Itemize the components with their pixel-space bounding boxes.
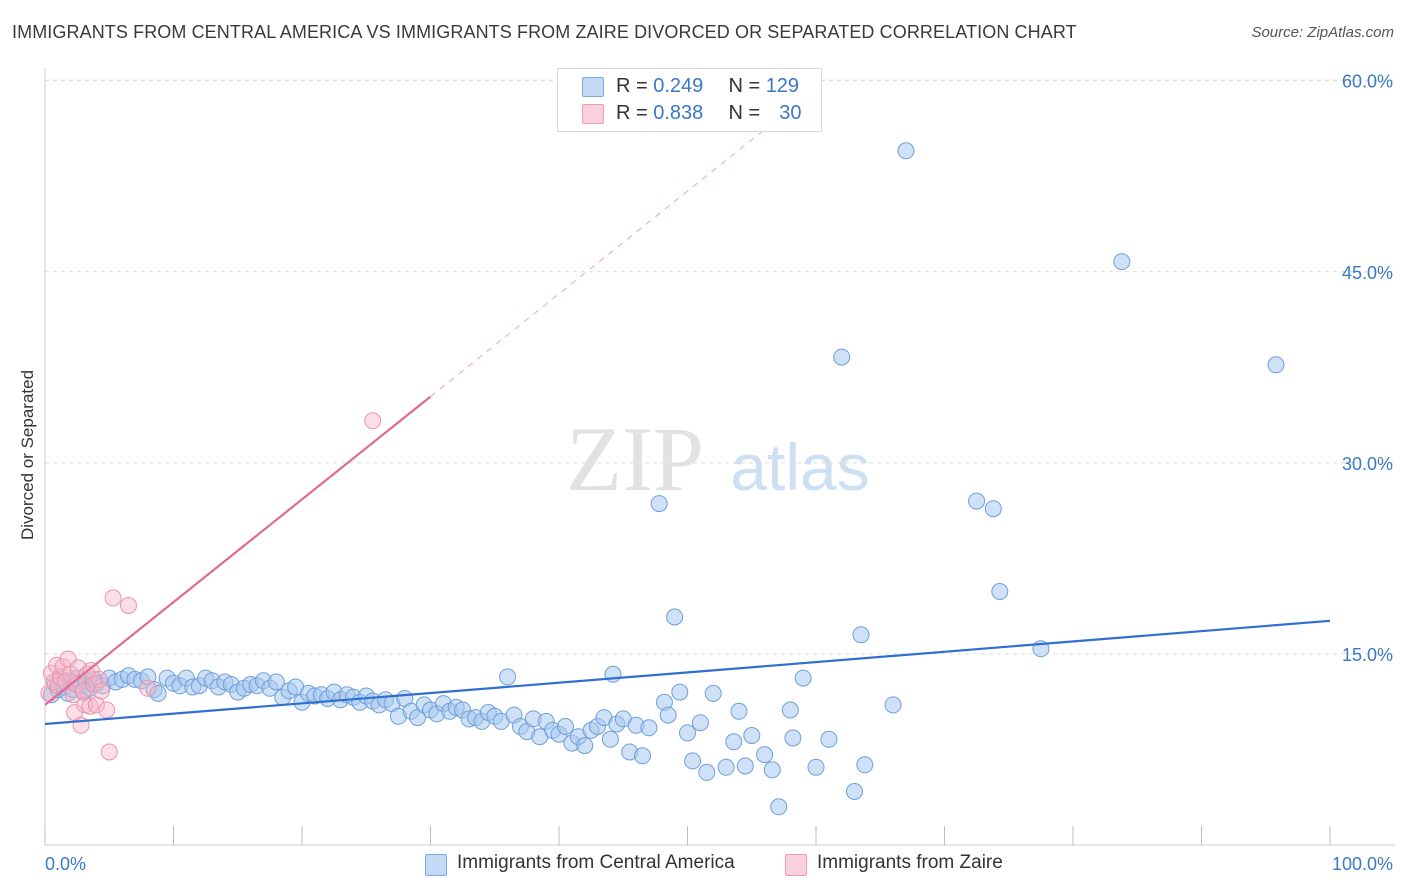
stats-n-label: N = xyxy=(728,102,761,124)
data-point-zaire xyxy=(139,679,157,697)
data-point-central-america xyxy=(601,730,619,748)
data-point-central-america xyxy=(704,684,722,702)
chart-legend: Immigrants from Central America Immigran… xyxy=(0,850,1406,880)
legend-label: Immigrants from Central America xyxy=(457,852,735,873)
data-point-central-america xyxy=(781,701,799,719)
watermark-atlas: atlas xyxy=(730,430,869,504)
y-tick-label: 30.0% xyxy=(1342,454,1393,474)
data-point-central-america xyxy=(756,746,774,764)
data-point-central-america xyxy=(717,758,735,776)
data-point-central-america xyxy=(884,696,902,714)
data-point-central-america xyxy=(267,673,285,691)
data-point-central-america xyxy=(852,626,870,644)
data-point-central-america xyxy=(968,492,986,510)
source-label: Source: ZipAtlas.com xyxy=(1251,24,1394,41)
data-point-zaire xyxy=(75,682,92,700)
data-point-central-america xyxy=(149,684,167,702)
data-point-central-america xyxy=(671,683,689,701)
grid-layer xyxy=(45,79,1395,655)
trend-layer xyxy=(44,87,1331,726)
data-point-central-america xyxy=(1267,356,1285,374)
trendline-central-america xyxy=(44,619,1331,726)
stats-r-label: R = xyxy=(616,102,648,124)
data-point-zaire xyxy=(81,697,99,715)
data-point-central-america xyxy=(846,783,863,800)
data-point-central-america xyxy=(691,714,709,732)
data-point-central-america xyxy=(820,730,838,748)
tick-label-layer: 15.0% 30.0% 45.0% 60.0% 0.0% 100.0% xyxy=(45,72,1393,874)
data-point-central-america xyxy=(833,348,851,366)
data-point-central-america xyxy=(991,583,1009,600)
data-point-central-america xyxy=(684,752,702,770)
data-point-zaire xyxy=(64,686,82,704)
data-point-central-america xyxy=(698,763,716,781)
data-point-zaire xyxy=(100,743,118,761)
data-point-central-america xyxy=(725,733,743,751)
data-point-central-america xyxy=(556,718,574,735)
data-point-zaire xyxy=(120,597,137,614)
watermark: ZIP atlas xyxy=(566,408,870,510)
data-point-central-america xyxy=(730,702,748,720)
x-tick-label: 0.0% xyxy=(45,854,86,874)
data-point-central-america xyxy=(666,608,684,626)
data-point-zaire xyxy=(69,659,87,677)
data-point-central-america xyxy=(576,737,594,755)
legend-label: Immigrants from Zaire xyxy=(817,852,1003,873)
y-tick-label: 15.0% xyxy=(1342,645,1393,665)
data-point-central-america xyxy=(640,719,658,737)
data-point-central-america xyxy=(770,798,788,816)
data-point-central-america xyxy=(736,757,754,775)
stats-legend-box: R = 0.249 N = 129 R = 0.838 N = 30 xyxy=(557,68,822,132)
data-point-central-america xyxy=(984,500,1002,518)
data-point-central-america xyxy=(856,756,874,774)
data-point-zaire xyxy=(98,701,116,719)
data-point-central-america xyxy=(807,758,825,776)
data-point-central-america xyxy=(634,747,651,765)
y-tick-label: 60.0% xyxy=(1342,72,1393,92)
stats-r-label: R = xyxy=(616,75,648,97)
stats-r-value: 0.838 xyxy=(653,102,704,124)
legend-swatch-blue xyxy=(425,854,447,876)
axis-layer xyxy=(44,68,1395,846)
stats-swatch-pink xyxy=(582,104,604,124)
chart-title: IMMIGRANTS FROM CENTRAL AMERICA VS IMMIG… xyxy=(12,22,1077,42)
data-point-central-america xyxy=(650,495,668,513)
data-point-zaire xyxy=(104,589,122,607)
data-point-central-america xyxy=(1113,253,1131,271)
data-point-central-america xyxy=(763,761,781,779)
data-point-zaire xyxy=(93,682,110,700)
data-point-zaire xyxy=(364,412,382,430)
legend-swatch-pink xyxy=(785,854,807,876)
stats-swatch-blue xyxy=(582,77,604,97)
trendline-zaire-extension xyxy=(430,87,817,398)
data-point-zaire xyxy=(51,668,69,686)
data-point-central-america xyxy=(897,142,915,160)
stats-n-label: N = xyxy=(728,75,761,97)
data-point-central-america xyxy=(679,724,696,742)
data-point-central-america xyxy=(499,668,517,686)
trendline-zaire xyxy=(44,395,432,706)
stats-r-value: 0.249 xyxy=(653,75,704,97)
data-point-central-america xyxy=(784,729,802,747)
data-point-central-america xyxy=(743,727,761,744)
stats-n-value: 30 xyxy=(779,102,802,124)
data-point-central-america xyxy=(659,706,677,724)
watermark-zip: ZIP xyxy=(566,408,704,510)
y-tick-label: 45.0% xyxy=(1342,263,1393,283)
stats-n-value: 129 xyxy=(765,75,800,97)
x-tick-label: 100.0% xyxy=(1332,854,1393,874)
data-point-central-america xyxy=(794,669,812,687)
